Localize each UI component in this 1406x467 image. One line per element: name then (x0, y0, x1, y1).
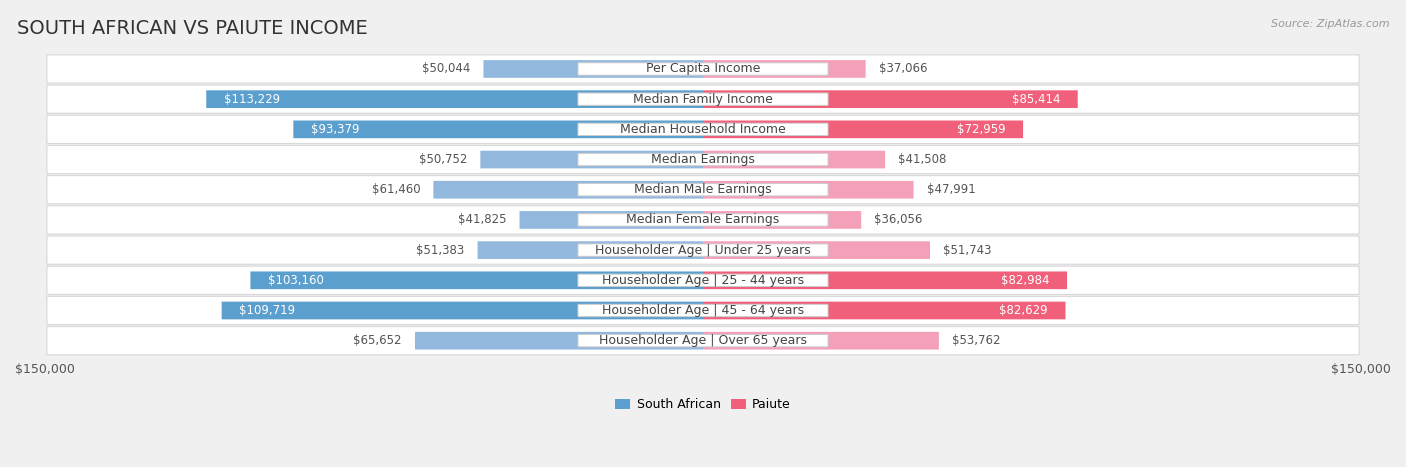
Text: Median Earnings: Median Earnings (651, 153, 755, 166)
Text: $93,379: $93,379 (311, 123, 360, 136)
Text: Householder Age | Over 65 years: Householder Age | Over 65 years (599, 334, 807, 347)
Text: $113,229: $113,229 (224, 92, 280, 106)
FancyBboxPatch shape (46, 236, 1360, 264)
FancyBboxPatch shape (46, 297, 1360, 325)
Text: $36,056: $36,056 (875, 213, 922, 226)
FancyBboxPatch shape (46, 326, 1360, 355)
Text: $82,984: $82,984 (1001, 274, 1049, 287)
FancyBboxPatch shape (578, 274, 828, 286)
FancyBboxPatch shape (703, 90, 1078, 108)
Text: Source: ZipAtlas.com: Source: ZipAtlas.com (1271, 19, 1389, 28)
FancyBboxPatch shape (481, 151, 703, 169)
Text: $37,066: $37,066 (879, 63, 928, 76)
FancyBboxPatch shape (578, 334, 828, 347)
FancyBboxPatch shape (519, 211, 703, 229)
Text: Median Household Income: Median Household Income (620, 123, 786, 136)
Text: Median Female Earnings: Median Female Earnings (627, 213, 779, 226)
Text: $53,762: $53,762 (952, 334, 1001, 347)
Text: $50,044: $50,044 (422, 63, 470, 76)
FancyBboxPatch shape (578, 63, 828, 75)
Text: $85,414: $85,414 (1012, 92, 1060, 106)
FancyBboxPatch shape (578, 214, 828, 226)
FancyBboxPatch shape (46, 176, 1360, 204)
Text: $103,160: $103,160 (269, 274, 323, 287)
FancyBboxPatch shape (703, 271, 1067, 289)
Text: $65,652: $65,652 (353, 334, 402, 347)
FancyBboxPatch shape (703, 60, 866, 78)
Text: $47,991: $47,991 (927, 183, 976, 196)
Text: Per Capita Income: Per Capita Income (645, 63, 761, 76)
FancyBboxPatch shape (433, 181, 703, 198)
FancyBboxPatch shape (578, 153, 828, 166)
FancyBboxPatch shape (703, 151, 886, 169)
FancyBboxPatch shape (46, 55, 1360, 83)
Text: Median Male Earnings: Median Male Earnings (634, 183, 772, 196)
Text: $109,719: $109,719 (239, 304, 295, 317)
Text: Householder Age | Under 25 years: Householder Age | Under 25 years (595, 244, 811, 257)
FancyBboxPatch shape (415, 332, 703, 349)
FancyBboxPatch shape (703, 332, 939, 349)
Text: $72,959: $72,959 (957, 123, 1005, 136)
FancyBboxPatch shape (207, 90, 703, 108)
FancyBboxPatch shape (578, 304, 828, 317)
FancyBboxPatch shape (703, 241, 929, 259)
Text: $82,629: $82,629 (1000, 304, 1047, 317)
Text: $51,383: $51,383 (416, 244, 464, 257)
FancyBboxPatch shape (46, 266, 1360, 294)
Text: $61,460: $61,460 (371, 183, 420, 196)
FancyBboxPatch shape (222, 302, 703, 319)
FancyBboxPatch shape (478, 241, 703, 259)
Text: $51,743: $51,743 (943, 244, 991, 257)
FancyBboxPatch shape (46, 85, 1360, 113)
Legend: South African, Paiute: South African, Paiute (610, 393, 796, 416)
Text: Median Family Income: Median Family Income (633, 92, 773, 106)
Text: Householder Age | 25 - 44 years: Householder Age | 25 - 44 years (602, 274, 804, 287)
FancyBboxPatch shape (703, 181, 914, 198)
FancyBboxPatch shape (294, 120, 703, 138)
FancyBboxPatch shape (46, 115, 1360, 143)
FancyBboxPatch shape (578, 123, 828, 135)
FancyBboxPatch shape (46, 145, 1360, 174)
Text: $41,508: $41,508 (898, 153, 946, 166)
FancyBboxPatch shape (703, 120, 1024, 138)
Text: SOUTH AFRICAN VS PAIUTE INCOME: SOUTH AFRICAN VS PAIUTE INCOME (17, 19, 367, 38)
FancyBboxPatch shape (484, 60, 703, 78)
FancyBboxPatch shape (46, 206, 1360, 234)
Text: Householder Age | 45 - 64 years: Householder Age | 45 - 64 years (602, 304, 804, 317)
FancyBboxPatch shape (578, 184, 828, 196)
FancyBboxPatch shape (250, 271, 703, 289)
FancyBboxPatch shape (703, 211, 862, 229)
Text: $41,825: $41,825 (458, 213, 506, 226)
Text: $50,752: $50,752 (419, 153, 467, 166)
FancyBboxPatch shape (578, 244, 828, 256)
FancyBboxPatch shape (703, 302, 1066, 319)
FancyBboxPatch shape (578, 93, 828, 106)
